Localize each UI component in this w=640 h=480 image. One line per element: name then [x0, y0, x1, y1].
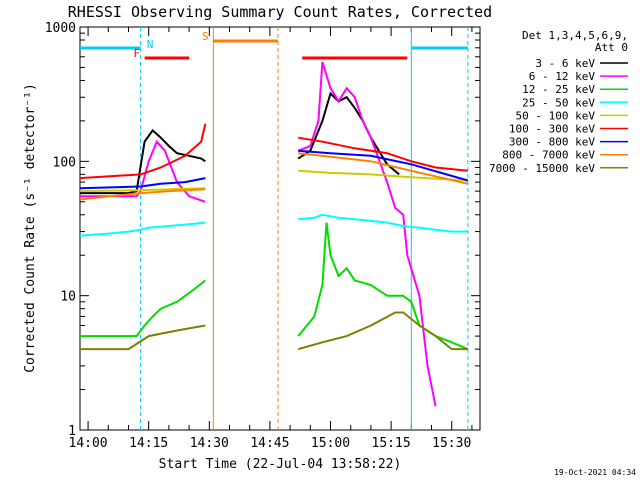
- y-axis-label: Corrected Count Rate (s⁻¹ detector⁻¹): [23, 83, 38, 373]
- legend-label: 3 - 6 keV: [535, 57, 595, 70]
- legend-label: 25 - 50 keV: [522, 96, 595, 109]
- series-line: [80, 187, 206, 193]
- legend-label: 12 - 25 keV: [522, 83, 595, 96]
- series-line: [80, 188, 206, 201]
- series-line: [298, 136, 469, 172]
- x-tick-label: 15:15: [372, 436, 411, 451]
- series-line: [80, 128, 206, 195]
- series-group: [80, 61, 469, 407]
- series-line: [297, 222, 469, 351]
- series-line: [80, 221, 206, 237]
- y-tick-label: 1000: [45, 21, 76, 36]
- series-line: [297, 311, 468, 351]
- series-line: [298, 152, 469, 185]
- annotation-label: N: [147, 38, 154, 51]
- series-line: [80, 279, 206, 338]
- legend-label: 6 - 12 keV: [529, 70, 596, 83]
- legend-header-2: Att 0: [595, 41, 628, 54]
- y-tick-label: 10: [60, 290, 76, 305]
- annotation-label: S: [202, 30, 209, 43]
- series-line: [297, 61, 437, 407]
- series-line: [80, 324, 206, 351]
- x-tick-label: 14:00: [69, 436, 108, 451]
- legend-label: 7000 - 15000 keV: [489, 162, 595, 175]
- series-line: [298, 169, 468, 182]
- x-tick-label: 15:30: [432, 436, 471, 451]
- series-line: [297, 91, 400, 176]
- legend-header-1: Det 1,3,4,5,6,9,: [522, 29, 628, 42]
- axes-frame: [79, 26, 481, 431]
- series-line: [298, 149, 469, 182]
- legend-label: 100 - 300 keV: [509, 123, 595, 136]
- footer-timestamp: 19-Oct-2021 04:34: [554, 468, 636, 477]
- x-tick-label: 15:00: [311, 436, 350, 451]
- y-tick-label: 100: [53, 155, 76, 170]
- legend-label: 800 - 7000 keV: [502, 149, 595, 162]
- x-tick-label: 14:15: [129, 436, 168, 451]
- legend-label: 300 - 800 keV: [509, 136, 595, 149]
- series-line: [298, 213, 468, 233]
- x-tick-label: 14:30: [190, 436, 229, 451]
- legend-label: 50 - 100 keV: [516, 109, 596, 122]
- chart-title: RHESSI Observing Summary Count Rates, Co…: [68, 3, 492, 21]
- y-tick-label: 1: [68, 424, 76, 439]
- plot-area: 1 10 100 1000 14:00 14:15 14:30 14:45 15:00 15:15…: [45, 21, 628, 451]
- series-line: [80, 139, 206, 203]
- x-axis-label: Start Time (22-Jul-04 13:58:22): [159, 457, 402, 472]
- x-tick-label: 14:45: [250, 436, 289, 451]
- annotation-label: F: [133, 47, 140, 60]
- series-line: [80, 123, 207, 180]
- series-line: [80, 177, 206, 190]
